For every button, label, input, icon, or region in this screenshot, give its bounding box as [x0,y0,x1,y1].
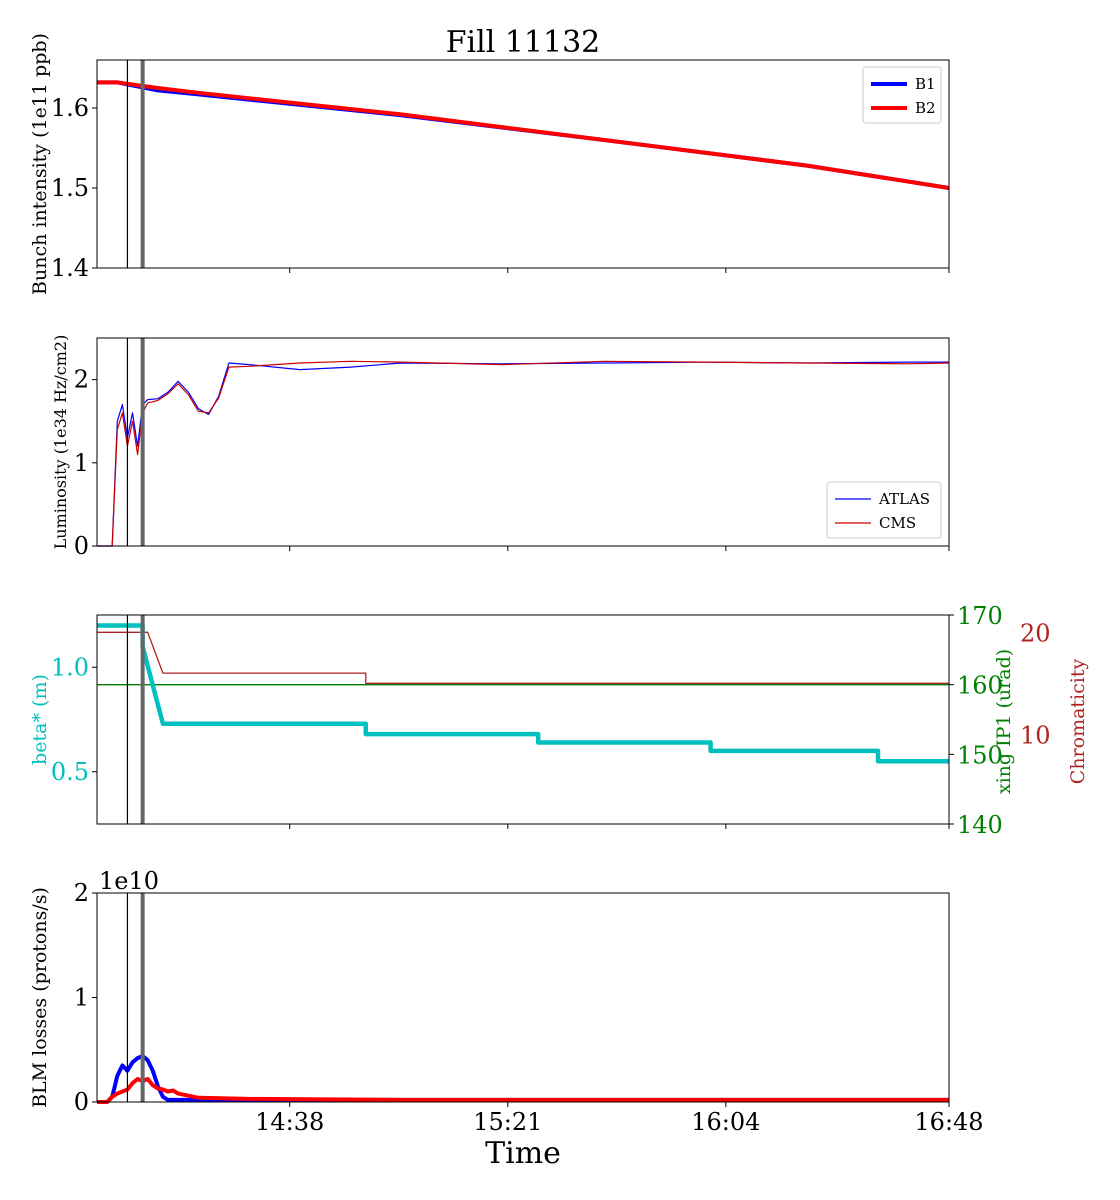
legend: ATLAS CMS [826,481,942,539]
legend-label: B1 [915,75,936,93]
series-beta-line [97,623,949,764]
xing-tick-label: 140 [957,811,1003,839]
legend-box [826,481,942,539]
chromaticity-tick-label: 10 [1020,721,1051,749]
series-b2-line [97,80,950,190]
figure-title: Fill 11132 [446,25,601,60]
legend-label: ATLAS [878,490,930,508]
x-tick-label: 16:48 [914,1108,983,1136]
chromaticity-tick-label: 20 [1020,619,1051,647]
plot-frame [96,892,950,1103]
x-axis-label: Time [485,1136,561,1171]
y-tick-label: 0 [74,532,89,560]
plot-frame [96,59,950,269]
y-tick-label: 2 [74,879,89,907]
series-chromaticity-line [97,631,949,684]
y-tick-label: 1.4 [51,254,89,282]
xing-tick-label: 150 [957,741,1003,769]
xing-tick-label: 170 [957,602,1003,630]
x-tick-label: 15:21 [473,1108,542,1136]
series-b1-line [97,80,950,190]
y-scale-label: 1e10 [99,867,159,895]
x-tick-label: 16:04 [691,1108,760,1136]
y-tick-label: 1.5 [51,174,89,202]
series-b2-loss-line [97,1077,949,1104]
series-b1-loss-line [97,1054,949,1104]
chromaticity-axis-label: Chromaticity [1067,659,1089,785]
xing-axis-label: xing IP1 (urad) [993,649,1015,794]
x-tick-labels: 14:38 15:21 16:04 16:48 [255,1108,983,1136]
y-axis-label: BLM losses (protons/s) [29,887,51,1108]
series-cms-line [97,360,950,547]
series-atlas-line [97,361,949,547]
y-tick-label: 1 [74,449,89,477]
xing-tick-label: 160 [957,672,1003,700]
plot-frame [96,614,950,825]
legend-label: B2 [915,99,936,117]
x-tick-label: 14:38 [255,1108,324,1136]
y-tick-label: 0.5 [51,758,89,786]
plot-frame [96,337,950,547]
y-axis-label: Bunch intensity (1e11 ppb) [29,33,51,295]
y-tick-label: 1.0 [51,653,89,681]
y-tick-label: 2 [74,366,89,394]
blm-losses-panel: 0 1 2 BLM losses (protons/s) 1e10 [29,867,950,1116]
legend-label: CMS [879,514,916,532]
y-tick-label: 0 [74,1088,89,1116]
y-tick-label: 1.6 [51,94,89,122]
y-tick-label: 1 [74,984,89,1012]
y-axis-label: beta* (m) [29,674,51,765]
y-axis-label: Luminosity (1e34 Hz/cm2) [51,335,70,550]
